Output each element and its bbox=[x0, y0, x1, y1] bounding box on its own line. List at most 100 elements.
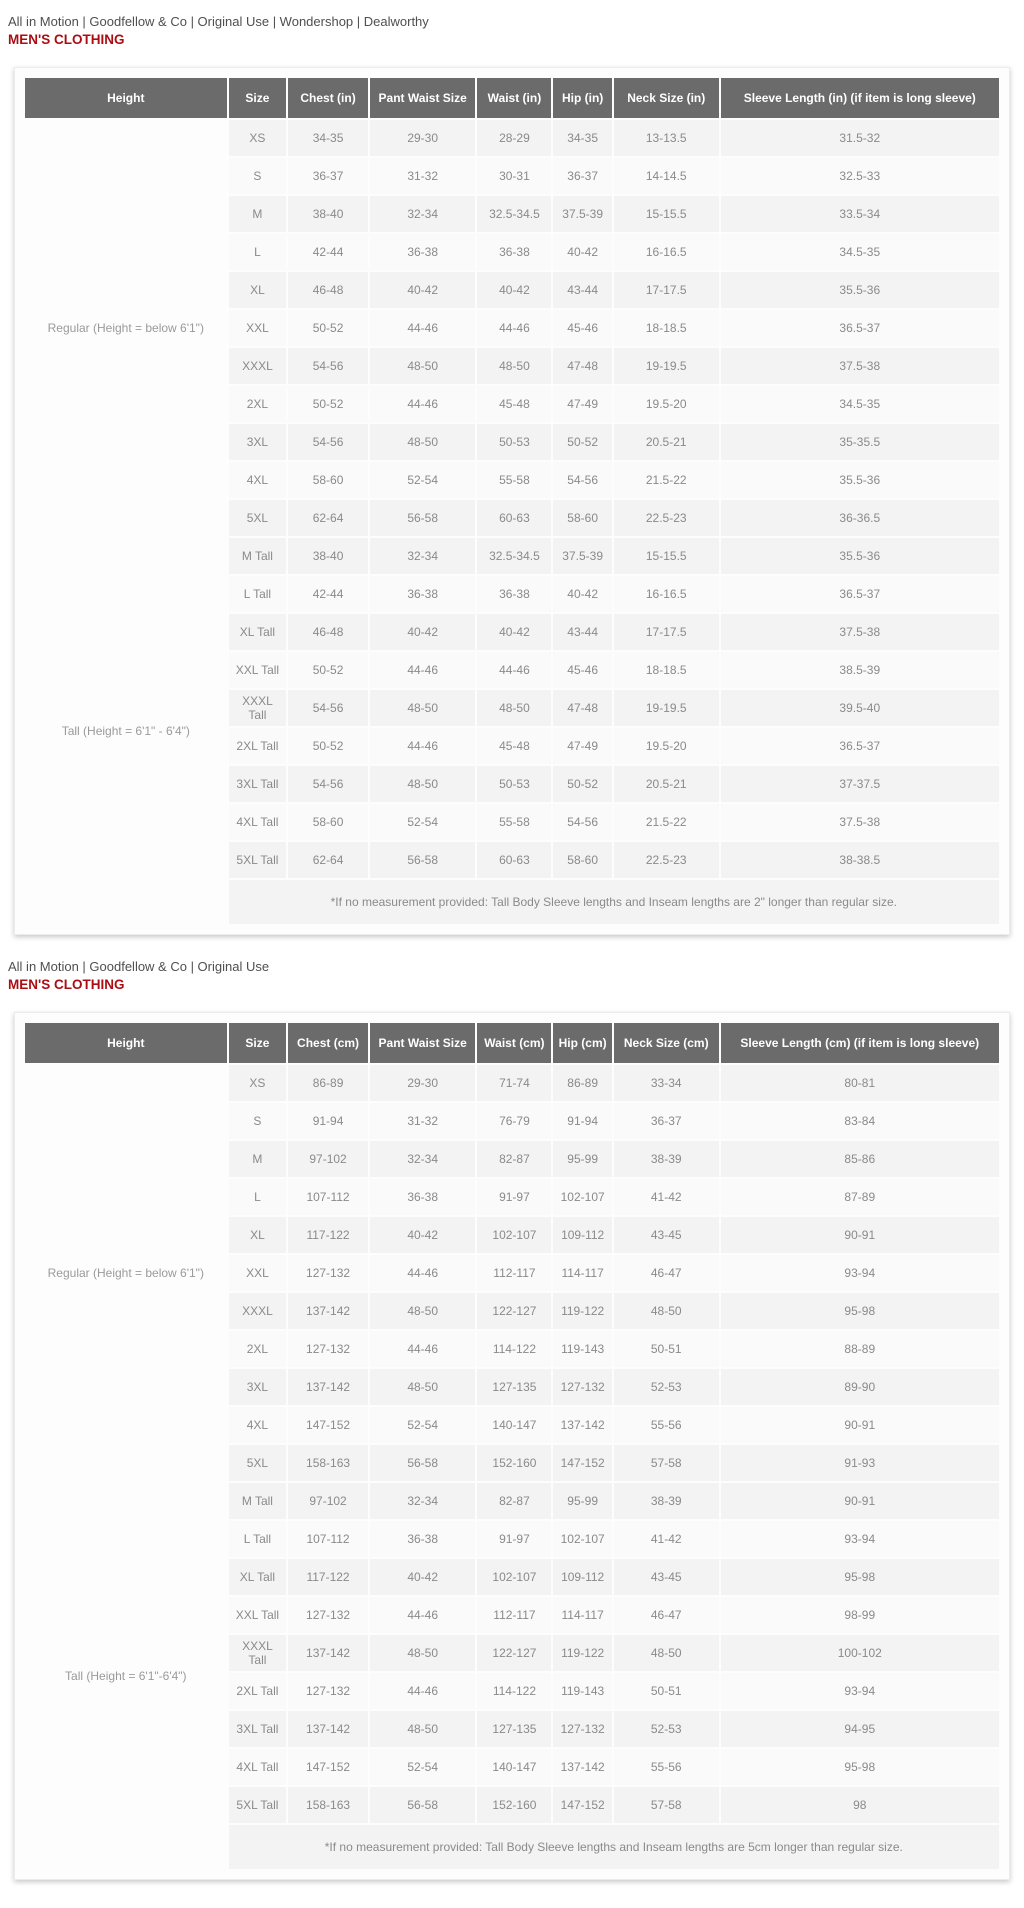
header-row: Height Size Chest (cm) Pant Waist Size Waist… bbox=[25, 1023, 999, 1064]
measure-cell: 36-36.5 bbox=[720, 500, 999, 537]
measure-cell: 95-99 bbox=[553, 1483, 612, 1520]
table-body: Regular (Height = below 6'1") XS 34-35 29-3… bbox=[25, 120, 999, 925]
column-header-height: Height bbox=[25, 78, 227, 119]
size-cell: M Tall bbox=[228, 538, 287, 575]
measure-cell: 147-152 bbox=[288, 1749, 368, 1786]
measure-cell: 18-18.5 bbox=[613, 310, 719, 347]
measure-cell: 36-37 bbox=[613, 1103, 719, 1140]
table-header-row: Height Size Chest (cm) Pant Waist Size Waist… bbox=[25, 1023, 999, 1064]
measure-cell: 22.5-23 bbox=[613, 842, 719, 879]
column-header-chest-in: Chest (in) bbox=[288, 78, 368, 119]
measure-cell: 32.5-34.5 bbox=[477, 196, 552, 233]
measure-cell: 34-35 bbox=[553, 120, 612, 157]
measure-cell: 33.5-34 bbox=[720, 196, 999, 233]
column-header-height: Height bbox=[25, 1023, 227, 1064]
measure-cell: 127-132 bbox=[288, 1597, 368, 1634]
measure-cell: 43-45 bbox=[613, 1559, 719, 1596]
size-cell: 2XL bbox=[228, 1331, 287, 1368]
size-row-xs: Regular (Height = below 6'1") XS 34-35 29-3… bbox=[25, 120, 999, 537]
measure-cell: 147-152 bbox=[553, 1445, 612, 1482]
size-cell: XXL bbox=[228, 1255, 287, 1292]
measure-cell: 34.5-35 bbox=[720, 386, 999, 423]
column-header-neck-size-in: Neck Size (in) bbox=[613, 78, 719, 119]
size-table-card-cm: Height Size Chest (cm) Pant Waist Size Waist… bbox=[14, 1012, 1010, 1881]
measure-cell: 47-48 bbox=[553, 348, 612, 385]
measure-cell: 137-142 bbox=[288, 1711, 368, 1748]
measure-cell: 52-54 bbox=[369, 462, 476, 499]
measure-cell: 13-13.5 bbox=[613, 120, 719, 157]
measure-cell: 32.5-34.5 bbox=[477, 538, 552, 575]
measure-cell: 48-50 bbox=[369, 1711, 476, 1748]
size-cell: S bbox=[228, 158, 287, 195]
size-cell: 4XL bbox=[228, 462, 287, 499]
footnote-text: *If no measurement provided: Tall Body S… bbox=[228, 1825, 999, 1870]
measure-cell: 109-112 bbox=[553, 1217, 612, 1254]
size-cell: L bbox=[228, 1179, 287, 1216]
measure-cell: 50-52 bbox=[553, 424, 612, 461]
measure-cell: 44-46 bbox=[369, 386, 476, 423]
measure-cell: 31-32 bbox=[369, 158, 476, 195]
measure-cell: 56-58 bbox=[369, 1787, 476, 1824]
measure-cell: 48-50 bbox=[369, 1293, 476, 1330]
measure-cell: 33-34 bbox=[613, 1065, 719, 1102]
measure-cell: 127-132 bbox=[553, 1711, 612, 1748]
size-row-xs: Regular (Height = below 6'1") XS 86-89 29-3… bbox=[25, 1065, 999, 1482]
size-row-2xl: 2XL 50-52 44-46 45-48 47-49 19.5-20 34.5-35 bbox=[25, 386, 999, 423]
measure-cell: 14-14.5 bbox=[613, 158, 719, 195]
measure-cell: 47-48 bbox=[553, 690, 612, 727]
footnote-text: *If no measurement provided: Tall Body S… bbox=[228, 880, 999, 925]
size-cell: L Tall bbox=[228, 1521, 287, 1558]
measure-cell: 40-42 bbox=[553, 576, 612, 613]
measure-cell: 54-56 bbox=[288, 424, 368, 461]
measure-cell: 122-127 bbox=[477, 1635, 552, 1672]
measure-cell: 40-42 bbox=[369, 1217, 476, 1254]
size-cell: XL bbox=[228, 1217, 287, 1254]
size-cell: XXL bbox=[228, 310, 287, 347]
measure-cell: 119-143 bbox=[553, 1331, 612, 1368]
measure-cell: 80-81 bbox=[720, 1065, 999, 1102]
measure-cell: 37.5-39 bbox=[553, 538, 612, 575]
measure-cell: 42-44 bbox=[288, 234, 368, 271]
measure-cell: 41-42 bbox=[613, 1521, 719, 1558]
column-header-hip-cm: Hip (cm) bbox=[553, 1023, 612, 1064]
measure-cell: 119-143 bbox=[553, 1673, 612, 1710]
measure-cell: 36-38 bbox=[477, 576, 552, 613]
size-table-card-inches: Height Size Chest (in) Pant Waist Size Waist… bbox=[14, 67, 1010, 936]
measure-cell: 48-50 bbox=[369, 1635, 476, 1672]
measure-cell: 87-89 bbox=[720, 1179, 999, 1216]
measure-cell: 140-147 bbox=[477, 1407, 552, 1444]
chart-title: MEN'S CLOTHING bbox=[8, 977, 125, 993]
measure-cell: 48-50 bbox=[477, 348, 552, 385]
measure-cell: 58-60 bbox=[288, 462, 368, 499]
measure-cell: 43-44 bbox=[553, 614, 612, 651]
measure-cell: 137-142 bbox=[553, 1407, 612, 1444]
size-cell: 3XL Tall bbox=[228, 766, 287, 803]
measure-cell: 127-132 bbox=[288, 1673, 368, 1710]
measure-cell: 36-38 bbox=[477, 234, 552, 271]
measure-cell: 114-117 bbox=[553, 1597, 612, 1634]
size-chart-inches-block: All in Motion | Goodfellow & Co | Origin… bbox=[0, 14, 1024, 936]
size-cell: XXXL Tall bbox=[228, 1635, 287, 1672]
measure-cell: 90-91 bbox=[720, 1483, 999, 1520]
measure-cell: 127-132 bbox=[553, 1369, 612, 1406]
measure-cell: 112-117 bbox=[477, 1255, 552, 1292]
measure-cell: 37-37.5 bbox=[720, 766, 999, 803]
measure-cell: 137-142 bbox=[553, 1749, 612, 1786]
size-row-5xl: 5XL 62-64 56-58 60-63 58-60 22.5-23 36-36.5 bbox=[25, 500, 999, 537]
measure-cell: 32-34 bbox=[369, 1483, 476, 1520]
footnote-row: *If no measurement provided: Tall Body S… bbox=[25, 880, 999, 925]
measure-cell: 37.5-38 bbox=[720, 804, 999, 841]
table-body: Regular (Height = below 6'1") XS 86-89 29-3… bbox=[25, 1065, 999, 1870]
measure-cell: 137-142 bbox=[288, 1369, 368, 1406]
measure-cell: 19-19.5 bbox=[613, 690, 719, 727]
measure-cell: 45-46 bbox=[553, 310, 612, 347]
measure-cell: 55-56 bbox=[613, 1407, 719, 1444]
measure-cell: 36-37 bbox=[553, 158, 612, 195]
measure-cell: 91-97 bbox=[477, 1179, 552, 1216]
size-cell: XS bbox=[228, 1065, 287, 1102]
measure-cell: 19.5-20 bbox=[613, 728, 719, 765]
measure-cell: 117-122 bbox=[288, 1559, 368, 1596]
measure-cell: 20.5-21 bbox=[613, 766, 719, 803]
measure-cell: 30-31 bbox=[477, 158, 552, 195]
